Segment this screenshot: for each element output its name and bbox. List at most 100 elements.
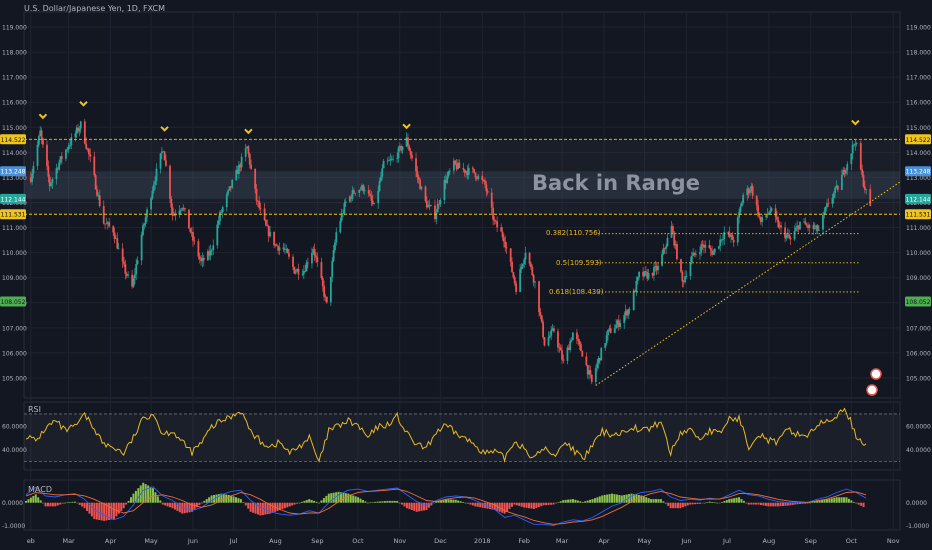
macd-histogram-bar [186,502,189,513]
candle-body [700,244,703,253]
price-badge-text: 114.522 [1,137,26,144]
fib-label-0382: 0.382(110.756) [546,229,601,237]
macd-histogram-bar [498,502,501,512]
candle-body [325,296,328,303]
macd-histogram-bar [664,502,667,504]
macd-histogram-bar [606,494,609,503]
macd-histogram-bar [457,500,460,503]
event-flag-icon[interactable] [870,368,882,380]
candle-body [77,127,79,132]
macd-histogram-bar [300,501,303,503]
price-badge-right [905,134,931,145]
macd-histogram-bar [286,502,289,508]
event-flag-icon[interactable] [866,384,878,396]
candle-body [87,148,90,155]
macd-histogram-bar [249,502,252,512]
macd-histogram-bar [269,502,272,514]
candle-body [521,264,524,267]
candle-body [332,250,335,261]
macd-histogram-bar [112,502,115,520]
macd-histogram-bar [698,502,701,504]
price-badge-right [905,296,931,307]
macd-histogram-bar [310,500,313,503]
candle-body [769,210,772,213]
candle-body [136,260,139,264]
candle-body [627,309,630,316]
fib-label-05: 0.5(109.593) [556,259,602,267]
y-tick-left: 113.000 [2,175,27,182]
macd-histogram-bar [423,502,426,511]
macd-label[interactable]: MACD [28,485,52,494]
candle-body [123,261,125,265]
candle-body [776,216,778,220]
candle-body [528,252,531,264]
ascending-trendline[interactable] [595,181,901,386]
macd-histogram-bar [259,502,262,516]
candle-body [342,213,344,215]
candle-body [477,175,480,179]
symbol-title[interactable]: U.S. Dollar/Japanese Yen, 1D, FXCM [24,4,166,13]
macd-histogram-bar [237,498,240,503]
candle-body [846,164,849,171]
candle-body [154,181,157,185]
macd-histogram-bar [674,502,677,509]
candle-body [294,271,297,274]
candle-body [273,231,275,246]
candle-body [173,214,175,216]
candle-body [296,268,298,272]
macd-histogram-bar [305,500,308,503]
candle-body [817,229,820,231]
headline-annotation: Back in Range [532,171,700,195]
x-tick-label: Oct [352,537,364,545]
candle-body [708,245,711,249]
macd-histogram-bar [501,502,504,513]
y-tick-right: 111.000 [906,225,931,232]
x-tick-label: May [638,537,652,545]
macd-histogram-bar [166,502,169,507]
candle-body [292,256,294,267]
candle-body [607,329,609,336]
macd-histogram-bar [562,500,565,503]
candle-body [723,232,726,239]
fib-label-0618: 0.618(108.430) [549,288,604,296]
macd-histogram-bar [244,502,247,506]
macd-histogram-bar [652,499,655,503]
candle-body [236,169,239,174]
macd-histogram-bar [506,502,509,512]
macd-histogram-bar [403,502,406,507]
macd-histogram-bar [147,485,150,503]
macd-histogram-bar [34,494,37,503]
rsi-y-tick-right: 60.0000 [906,423,931,430]
candle-body [58,162,61,170]
candle-body [373,203,376,204]
macd-histogram-bar [432,502,435,504]
rsi-line [25,407,867,463]
candle-body [454,160,457,165]
macd-histogram-bar [818,500,821,503]
rsi-label[interactable]: RSI [28,405,41,414]
macd-y-tick: 0.0000 [2,500,23,507]
candle-body [106,222,109,224]
candle-body [416,171,419,178]
macd-histogram-bar [227,495,230,503]
macd-histogram-bar [354,496,357,503]
candle-body [457,162,459,170]
candle-body [104,223,107,225]
candle-body [797,225,800,230]
candle-body [198,256,201,259]
macd-histogram-bar [730,498,733,503]
macd-histogram-bar [808,502,811,504]
candle-body [501,231,504,238]
candle-body [616,320,619,325]
candle-body [490,192,493,208]
macd-histogram-bar [120,502,123,511]
candle-body [511,261,513,273]
candle-body [680,259,682,272]
candle-body [335,232,338,243]
macd-histogram-bar [381,501,384,503]
macd-histogram-bar [335,492,338,503]
drawing-overlay-layer[interactable] [24,101,901,396]
candle-body [653,267,655,276]
macd-histogram-bar [464,502,467,504]
